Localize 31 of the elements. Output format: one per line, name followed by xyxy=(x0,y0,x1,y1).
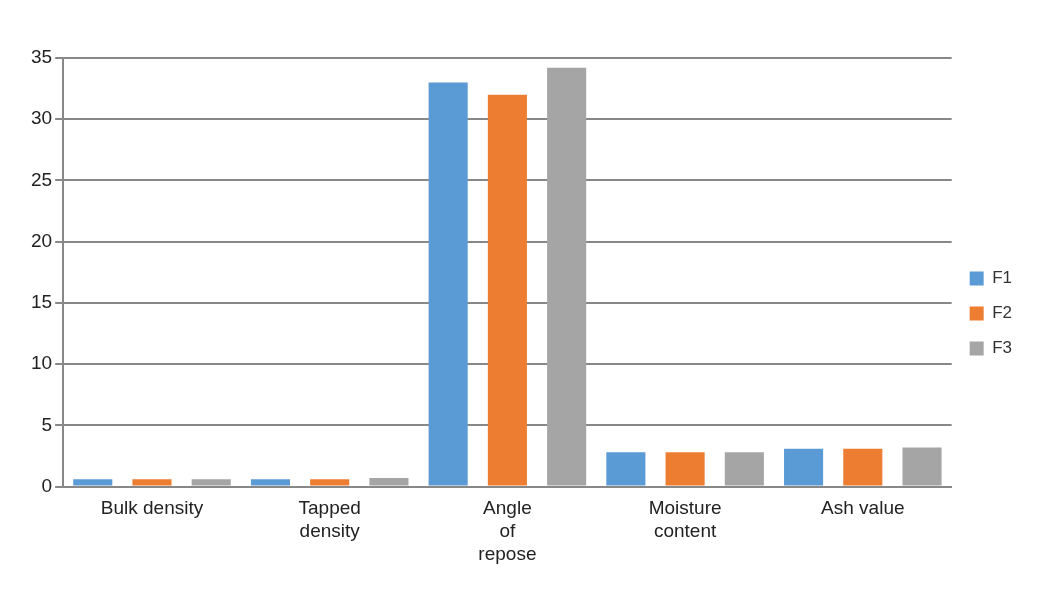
bar xyxy=(784,448,824,486)
x-tick-label: Bulk density xyxy=(100,497,204,519)
y-tick-label: 10 xyxy=(30,352,53,374)
bar xyxy=(724,452,764,486)
legend-label: F2 xyxy=(992,303,1012,323)
y-tick-label: 15 xyxy=(30,291,53,313)
y-tick-label: 35 xyxy=(30,46,53,68)
bar xyxy=(665,452,705,486)
x-tick-label: Angle of repose xyxy=(478,497,537,564)
bar xyxy=(132,479,172,486)
x-tick-label: Tapped density xyxy=(298,497,361,542)
y-tick-label: 0 xyxy=(41,474,53,496)
y-tick-label: 5 xyxy=(41,413,53,435)
bar xyxy=(843,448,883,486)
bar xyxy=(606,452,646,486)
bar xyxy=(547,67,587,486)
bar xyxy=(428,82,468,486)
bar xyxy=(369,478,409,486)
y-tick-label: 20 xyxy=(30,229,53,251)
bar xyxy=(250,479,290,486)
bar xyxy=(73,479,113,486)
y-tick-label: 25 xyxy=(30,168,53,190)
bar xyxy=(310,479,350,486)
x-tick-label: Ash value xyxy=(821,497,905,519)
x-tick-label: Moisture content xyxy=(648,497,722,542)
y-tick-label: 30 xyxy=(30,107,53,129)
legend-label: F1 xyxy=(992,268,1012,288)
bar xyxy=(191,479,231,486)
bar xyxy=(487,94,527,486)
legend-label: F3 xyxy=(992,338,1012,358)
bar xyxy=(902,447,942,486)
